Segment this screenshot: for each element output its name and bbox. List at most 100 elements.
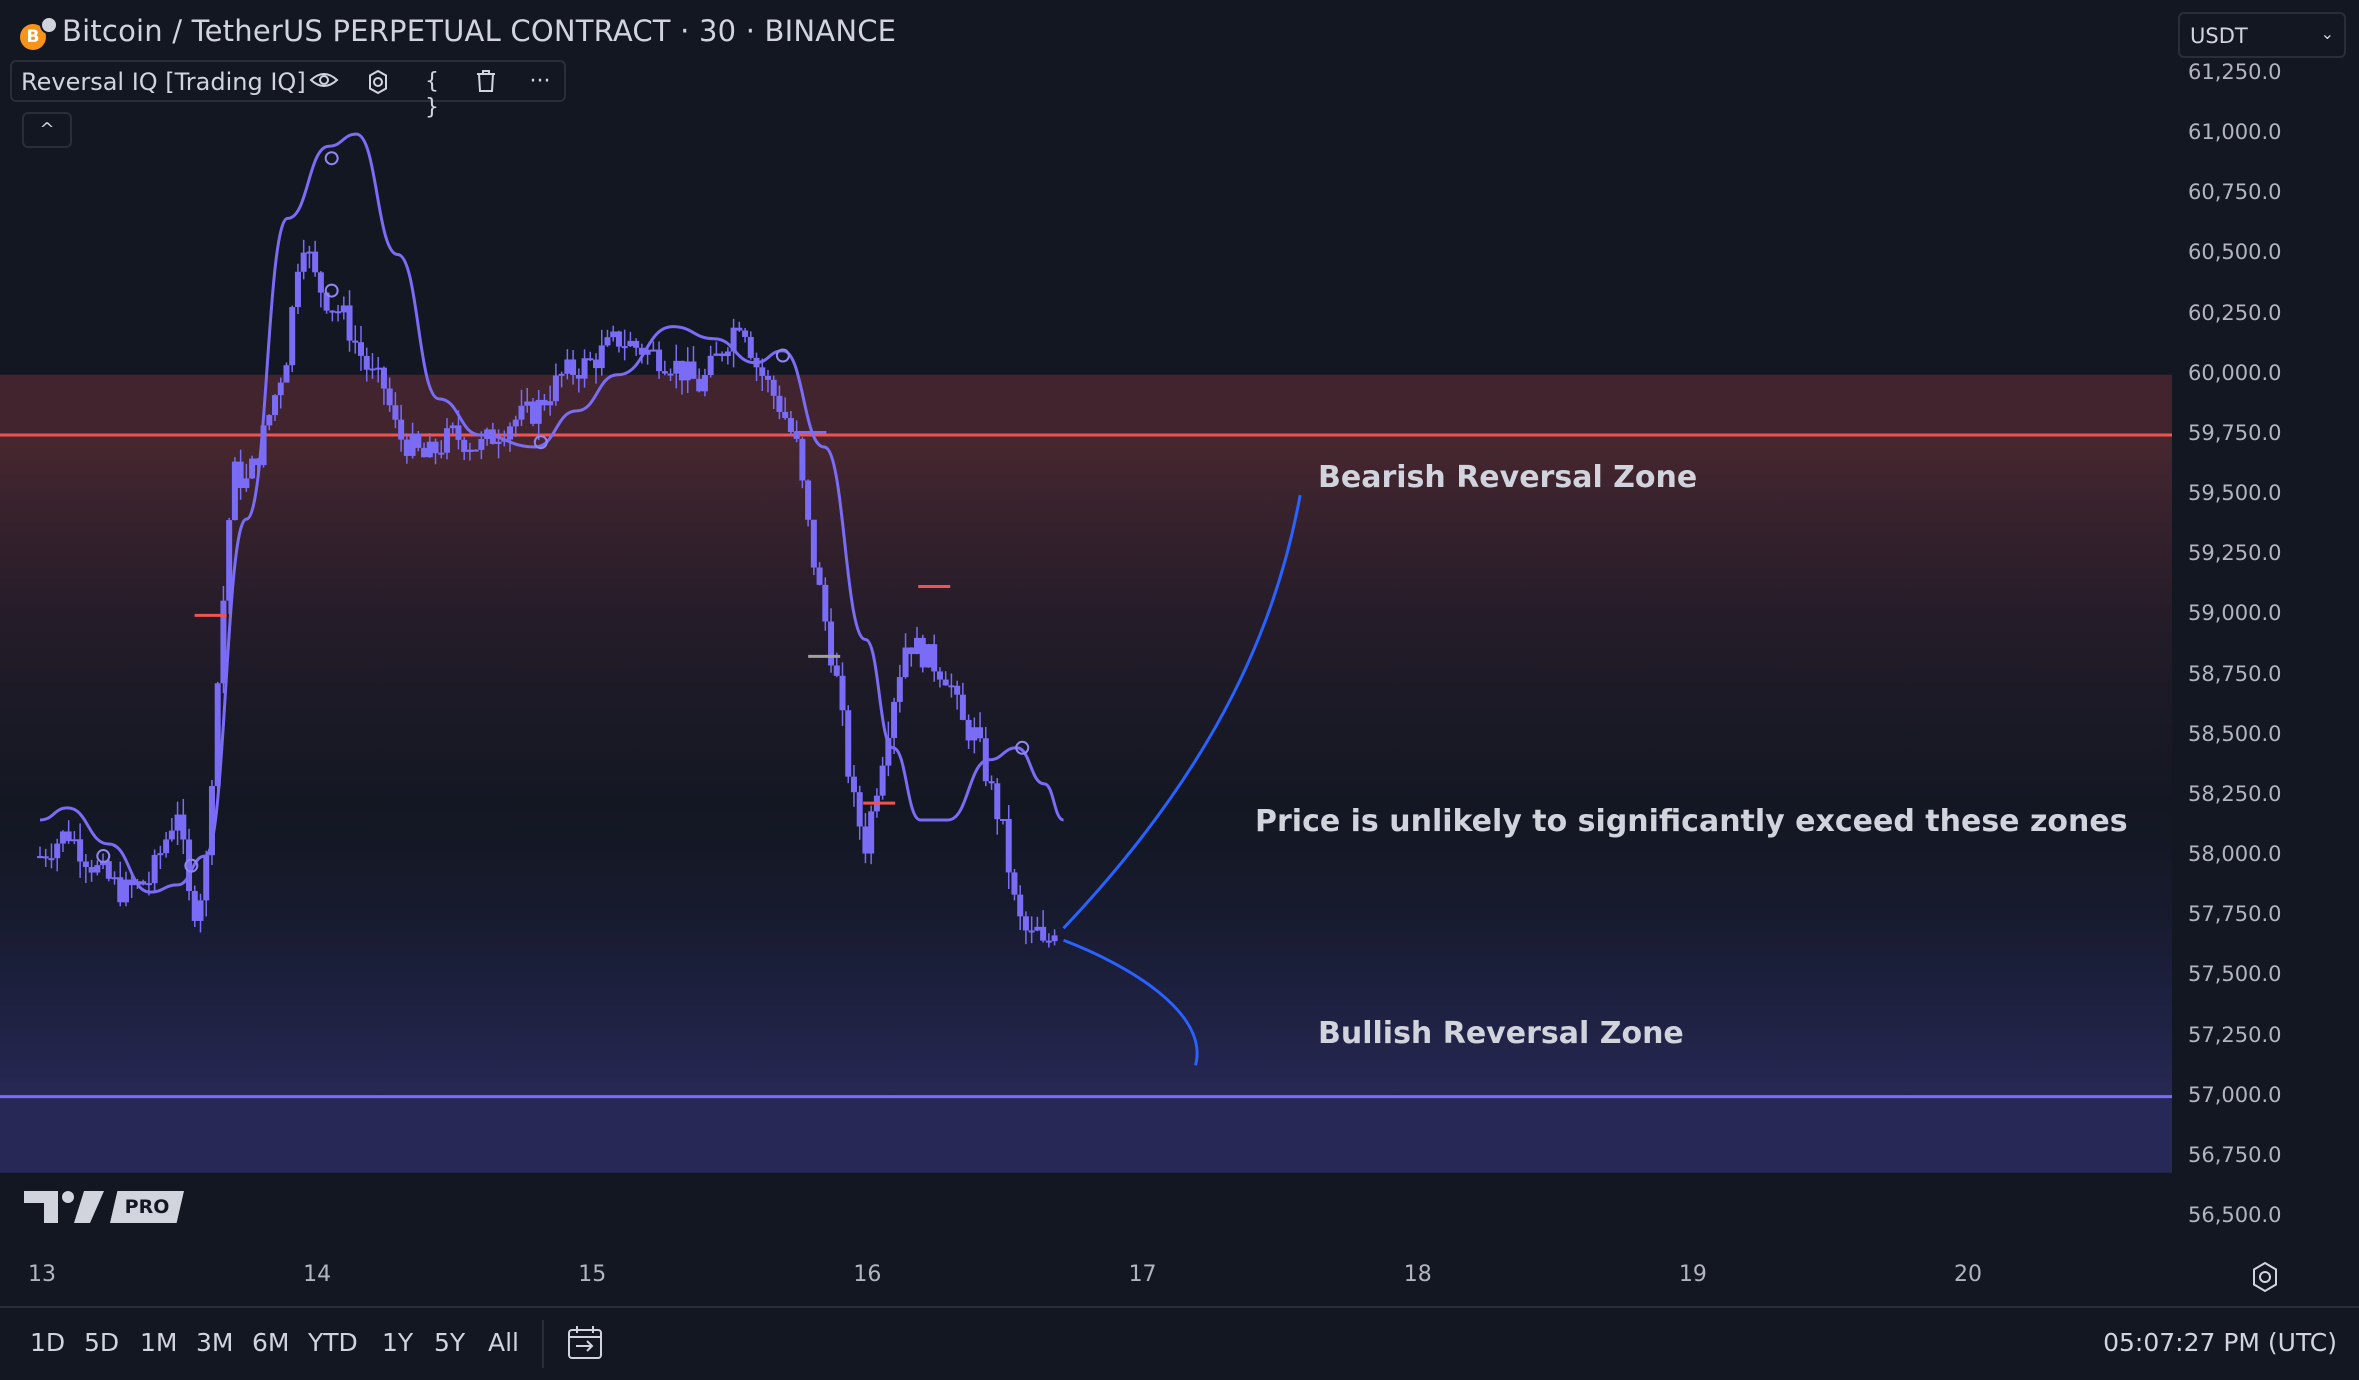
price-tick-label: 58,750.0 (2188, 661, 2282, 686)
range-5y-button[interactable]: 5Y (434, 1328, 466, 1357)
price-tick-label: 57,000.0 (2188, 1082, 2282, 1107)
candle-body (438, 452, 445, 455)
date-range-icon[interactable] (566, 1324, 606, 1366)
candle-body (111, 877, 118, 880)
collapse-legend-button[interactable]: ^ (22, 112, 72, 148)
candlesticks (37, 239, 1058, 948)
candle-body (529, 401, 536, 424)
currency-select[interactable]: USDT ⌄ (2178, 12, 2346, 58)
candle-body (948, 685, 955, 688)
candle-body (432, 441, 439, 454)
range-all-button[interactable]: All (488, 1328, 519, 1357)
candle-body (942, 679, 949, 686)
price-tick-label: 57,750.0 (2188, 902, 2282, 927)
candle-body (145, 883, 152, 886)
candle-body (272, 395, 279, 416)
candle-body (317, 272, 324, 293)
candle-body (570, 359, 577, 376)
candle-body (564, 359, 571, 374)
price-tick-label: 59,750.0 (2188, 420, 2282, 445)
annotation-text: Price is unlikely to significantly excee… (1255, 804, 2128, 839)
candle-body (656, 349, 663, 372)
price-tick-label: 57,500.0 (2188, 962, 2282, 987)
price-tick-label: 56,750.0 (2188, 1142, 2282, 1167)
candle-body (186, 839, 193, 892)
bullish-zone-label: Bullish Reversal Zone (1318, 1016, 1684, 1051)
symbol-title[interactable]: Bitcoin / TetherUS PERPETUAL CONTRACT · … (62, 14, 897, 48)
candle-body (598, 345, 605, 369)
time-tick-label: 19 (1678, 1262, 1707, 1287)
range-1y-button[interactable]: 1Y (382, 1328, 414, 1357)
range-1m-button[interactable]: 1M (140, 1328, 178, 1357)
candle-body (787, 418, 794, 433)
candle-body (329, 310, 336, 313)
candle-body (701, 375, 708, 392)
candle-body (822, 584, 829, 622)
candle-body (466, 449, 473, 452)
candle-body (1000, 818, 1006, 821)
candle-body (679, 360, 685, 381)
candle-body (593, 359, 600, 369)
candle-body (696, 378, 703, 392)
chart-settings-icon[interactable] (2248, 1260, 2282, 1298)
candle-body (535, 399, 542, 424)
time-tick-label: 16 (853, 1262, 882, 1287)
range-6m-button[interactable]: 6M (252, 1328, 290, 1357)
bullish-zone-fade (0, 796, 2172, 1097)
pivot-marker (775, 348, 790, 363)
pivot-marker (324, 151, 339, 166)
candle-body (845, 710, 852, 777)
candle-body (690, 361, 697, 379)
candle-body (627, 340, 634, 347)
candle-body (220, 600, 227, 684)
candle-body (507, 426, 514, 440)
candle-body (759, 367, 766, 376)
price-tick-label: 61,250.0 (2188, 60, 2282, 84)
candle-body (174, 814, 181, 831)
indicator-legend[interactable]: Reversal IQ [Trading IQ] { } ··· (10, 60, 566, 120)
utc-clock[interactable]: 05:07:27 PM (UTC) (2103, 1328, 2337, 1357)
candle-body (724, 351, 731, 357)
range-ytd-button[interactable]: YTD (308, 1328, 358, 1357)
candle-body (908, 647, 915, 655)
gear-icon[interactable] (362, 69, 394, 95)
time-tick-label: 13 (28, 1262, 56, 1287)
candle-body (163, 839, 170, 854)
candle-body (667, 373, 674, 376)
candle-body (42, 856, 49, 859)
price-tick-label: 60,500.0 (2188, 240, 2282, 265)
code-braces-icon[interactable]: { } (425, 69, 439, 120)
candle-body (581, 358, 588, 379)
candle-body (575, 375, 582, 379)
candle-body (140, 881, 147, 885)
candle-body (954, 685, 961, 695)
range-1d-button[interactable]: 1D (30, 1328, 66, 1357)
candle-body (208, 786, 215, 856)
bottom-toolbar: 1D 5D 1M 3M 6M YTD 1Y 5Y All 05:07:27 PM… (0, 1306, 2359, 1380)
candle-body (203, 855, 210, 901)
candle-body (249, 458, 256, 479)
range-5d-button[interactable]: 5D (84, 1328, 120, 1357)
trash-icon[interactable] (470, 69, 502, 95)
candle-body (1005, 818, 1012, 873)
candle-body (1045, 940, 1052, 943)
candle-body (839, 675, 846, 711)
candle-body (386, 388, 393, 406)
eye-icon[interactable] (308, 69, 340, 95)
candle-body (237, 461, 244, 489)
price-tick-label: 58,250.0 (2188, 781, 2282, 806)
indicator-name[interactable]: Reversal IQ [Trading IQ] (21, 68, 306, 96)
candle-body (959, 694, 966, 720)
candle-body (214, 683, 221, 787)
candle-body (1022, 916, 1029, 931)
candle-body (151, 854, 158, 884)
time-tick-label: 14 (303, 1262, 332, 1287)
range-3m-button[interactable]: 3M (196, 1328, 234, 1357)
more-icon[interactable]: ··· (529, 69, 551, 94)
candle-body (358, 342, 364, 356)
price-tick-label: 60,750.0 (2188, 180, 2282, 205)
candle-body (294, 271, 301, 308)
candle-body (403, 439, 410, 456)
candle-body (552, 375, 559, 402)
